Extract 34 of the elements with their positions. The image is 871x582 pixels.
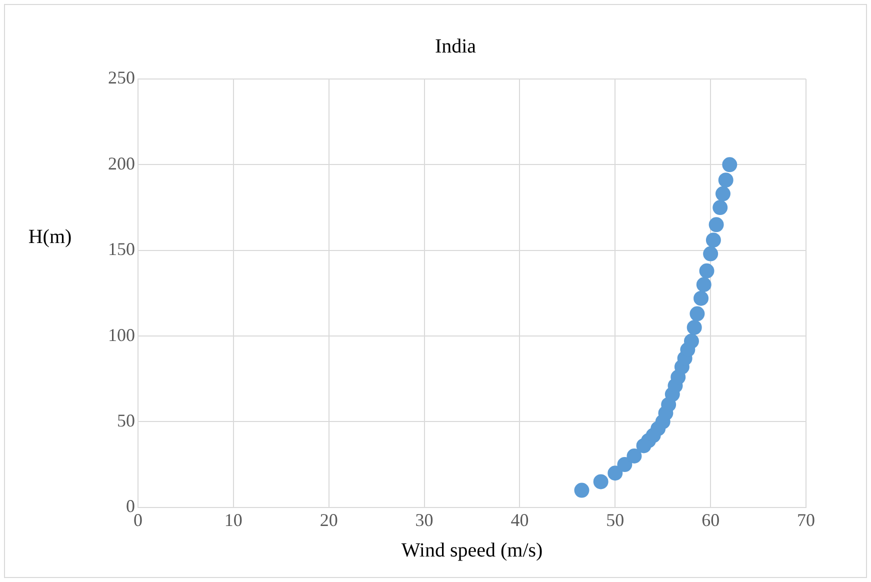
- point: [696, 277, 712, 292]
- point: [715, 186, 730, 202]
- point: [708, 217, 724, 232]
- x-tick-label: 70: [797, 510, 815, 530]
- x-tick-label: 10: [224, 510, 242, 530]
- point: [699, 263, 714, 278]
- point: [706, 232, 721, 248]
- y-tick-label: 50: [117, 410, 135, 430]
- y-tick-label: 250: [108, 68, 135, 88]
- point: [684, 334, 699, 349]
- y-tick-label: 200: [108, 153, 135, 174]
- x-axis-title: Wind speed (m/s): [401, 539, 543, 562]
- point: [574, 482, 590, 498]
- x-tick-label: 60: [702, 510, 720, 530]
- point: [686, 320, 702, 335]
- chart-title: India: [434, 35, 476, 58]
- y-tick-label: 0: [126, 496, 135, 516]
- y-tick-label: 100: [108, 324, 135, 345]
- point: [690, 306, 705, 322]
- point: [718, 172, 734, 188]
- point: [694, 290, 709, 306]
- y-axis-title: H(m): [28, 226, 72, 248]
- point: [617, 457, 632, 472]
- point: [703, 246, 718, 262]
- x-tick-label: 20: [320, 510, 338, 530]
- x-tick-label: 30: [415, 510, 434, 530]
- point: [593, 474, 608, 490]
- x-tick-label: 40: [510, 510, 529, 530]
- point: [722, 157, 738, 172]
- point: [608, 466, 623, 481]
- point: [712, 200, 728, 216]
- y-tick-label: 150: [108, 239, 135, 260]
- point: [626, 448, 642, 464]
- x-tick-label: 50: [606, 510, 624, 530]
